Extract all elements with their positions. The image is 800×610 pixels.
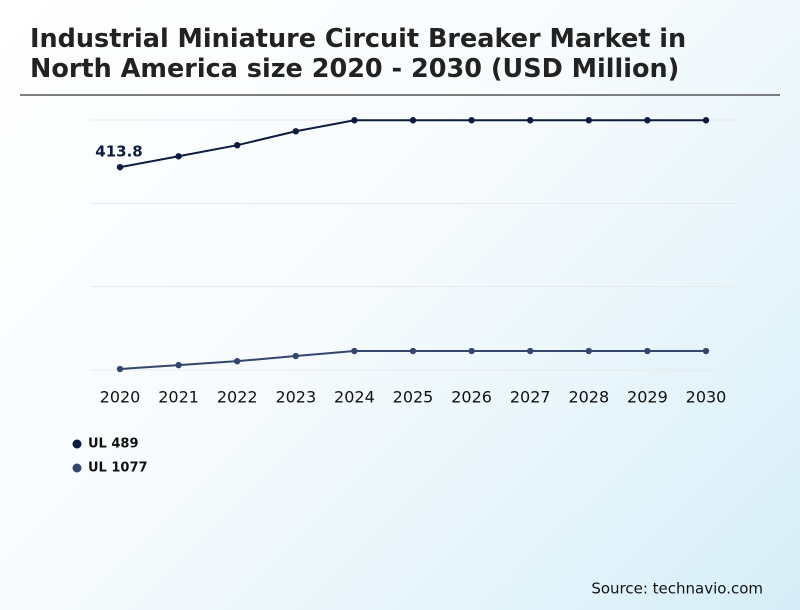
x-tick-label: 2024: [334, 388, 375, 407]
data-point: [234, 141, 241, 149]
chart-title: Industrial Miniature Circuit Breaker Mar…: [30, 24, 687, 84]
legend-marker: [72, 439, 82, 449]
data-point: [527, 117, 534, 124]
data-point: [409, 117, 417, 124]
data-point: [585, 347, 592, 355]
x-tick-label: 2026: [451, 388, 492, 407]
x-tick-label: 2022: [217, 388, 258, 407]
series-line: [119, 119, 706, 169]
legend-marker: [72, 463, 82, 473]
data-point: [409, 347, 417, 355]
data-point: [116, 163, 124, 171]
data-point: [644, 347, 651, 355]
data-point: [175, 153, 182, 160]
data-point: [644, 117, 651, 124]
x-tick-label: 2021: [158, 388, 199, 407]
data-point: [292, 352, 299, 360]
data-point: [702, 347, 710, 355]
data-point: [234, 357, 241, 365]
legend-label: UL 489: [88, 437, 139, 452]
data-point: [702, 117, 710, 124]
data-point: [468, 117, 475, 124]
data-point: [468, 347, 475, 355]
x-tick-label: 2029: [627, 388, 668, 407]
x-tick-label: 2025: [393, 388, 434, 407]
data-point: [585, 117, 592, 124]
data-label: 413.8: [95, 143, 142, 161]
data-point: [351, 117, 358, 124]
data-point: [527, 347, 534, 355]
data-point: [292, 128, 299, 135]
x-tick-label: 2030: [686, 388, 727, 407]
source: Source: technavio.com: [591, 580, 763, 598]
legend-label: UL 1077: [88, 461, 148, 476]
data-point: [175, 361, 182, 369]
x-tick-label: 2027: [510, 388, 551, 407]
x-tick-label: 2028: [568, 388, 609, 407]
data-point: [351, 347, 358, 355]
x-tick-label: 2020: [100, 388, 141, 407]
data-point: [116, 365, 124, 373]
x-tick-label: 2023: [275, 388, 316, 407]
